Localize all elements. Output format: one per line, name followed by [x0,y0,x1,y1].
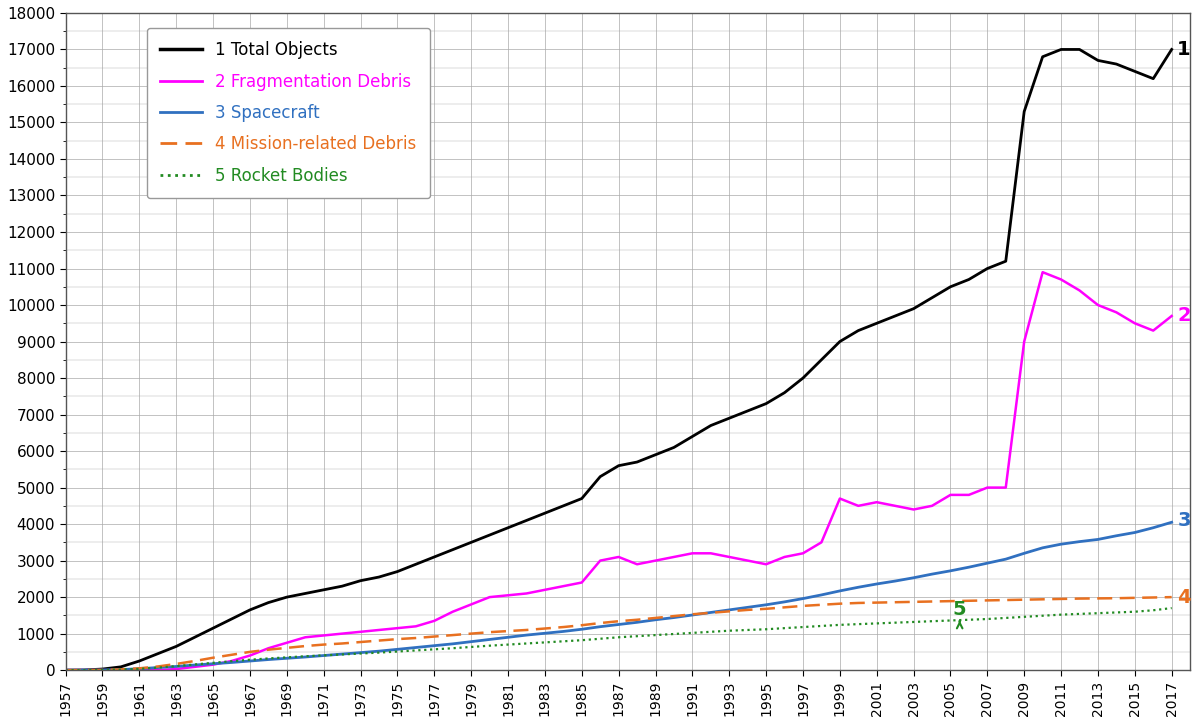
3 Spacecraft [648,615,662,624]
1 Total Objects [317,586,331,594]
4 Mission-related Debris [1016,595,1031,604]
1 Total Objects [1016,107,1031,116]
2 Fragmentation Debris [445,607,460,616]
1 Total Objects [648,450,662,459]
4 Mission-related Debris [1164,593,1178,602]
5 Rocket Bodies [722,626,737,635]
4 Mission-related Debris [445,630,460,639]
1 Total Objects [59,666,73,675]
Text: 4: 4 [1177,588,1190,607]
3 Spacecraft [59,666,73,675]
2 Fragmentation Debris [1164,312,1178,320]
Line: 3 Spacecraft: 3 Spacecraft [66,522,1171,670]
3 Spacecraft [1016,549,1031,557]
3 Spacecraft [1164,518,1178,526]
1 Total Objects [722,414,737,422]
2 Fragmentation Debris [317,631,331,640]
5 Rocket Bodies [648,630,662,639]
5 Rocket Bodies [1016,612,1031,621]
2 Fragmentation Debris [280,638,294,647]
Text: 1: 1 [1177,40,1190,59]
Legend: 1 Total Objects, 2 Fragmentation Debris, 3 Spacecraft, 4 Mission-related Debris,: 1 Total Objects, 2 Fragmentation Debris,… [148,28,430,198]
Text: 3: 3 [1177,511,1190,530]
2 Fragmentation Debris [1036,268,1050,276]
4 Mission-related Debris [280,643,294,652]
5 Rocket Bodies [317,651,331,659]
4 Mission-related Debris [648,614,662,623]
3 Spacecraft [280,654,294,662]
2 Fragmentation Debris [722,552,737,561]
3 Spacecraft [317,651,331,660]
Line: 2 Fragmentation Debris: 2 Fragmentation Debris [66,272,1171,670]
5 Rocket Bodies [1164,604,1178,612]
2 Fragmentation Debris [648,556,662,565]
5 Rocket Bodies [445,644,460,653]
4 Mission-related Debris [317,641,331,649]
Line: 1 Total Objects: 1 Total Objects [66,49,1171,670]
1 Total Objects [1054,45,1068,54]
5 Rocket Bodies [59,666,73,675]
Text: 5: 5 [953,600,966,619]
3 Spacecraft [722,606,737,615]
5 Rocket Bodies [280,653,294,662]
2 Fragmentation Debris [59,666,73,675]
1 Total Objects [280,593,294,602]
4 Mission-related Debris [59,666,73,675]
2 Fragmentation Debris [1016,337,1031,346]
Text: 2: 2 [1177,307,1190,325]
4 Mission-related Debris [722,607,737,616]
1 Total Objects [445,545,460,554]
3 Spacecraft [445,640,460,649]
Line: 5 Rocket Bodies: 5 Rocket Bodies [66,608,1171,670]
Line: 4 Mission-related Debris: 4 Mission-related Debris [66,597,1171,670]
1 Total Objects [1164,45,1178,54]
